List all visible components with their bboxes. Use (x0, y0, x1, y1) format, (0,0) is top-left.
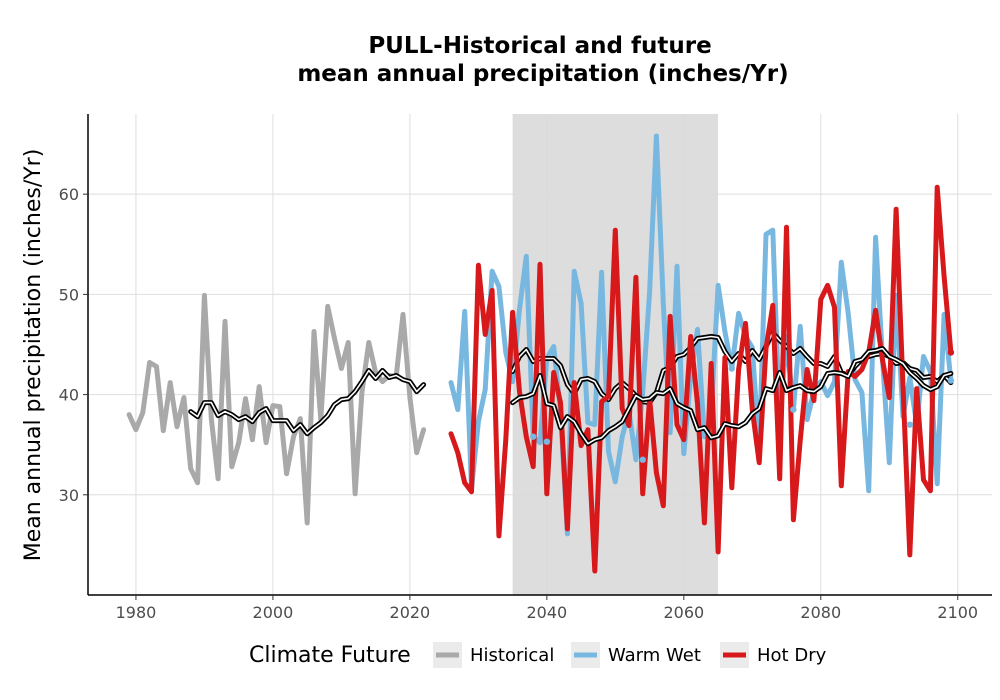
moving-average-line (511, 347, 952, 445)
x-tick-label: 2000 (253, 603, 294, 622)
series-layer (126, 133, 955, 574)
data-point (543, 438, 551, 445)
chart-title-line1: PULL-Historical and future (368, 33, 711, 59)
y-tick-label: 50 (59, 285, 79, 304)
y-tick-label: 40 (59, 386, 79, 405)
moving-average-line (511, 331, 952, 404)
data-point (790, 406, 797, 413)
axes: 30 40 50 60 1980 2000 2020 2040 2060 2080 2100 (59, 114, 992, 622)
moving-average-line (189, 369, 425, 435)
data-point (947, 377, 955, 384)
legend: Climate Future Historical Warm Wet Hot D… (249, 642, 827, 668)
data-point (639, 456, 646, 463)
legend-label-hot-dry: Hot Dry (757, 645, 827, 666)
x-tick-label: 2020 (390, 603, 431, 622)
legend-label-warm-wet: Warm Wet (608, 645, 701, 666)
chart-title-line2: mean annual precipitation (inches/Yr) (297, 61, 788, 87)
x-tick-label: 1980 (116, 603, 157, 622)
x-tick-label: 2100 (937, 603, 978, 622)
legend-title: Climate Future (249, 643, 411, 668)
data-point (947, 349, 955, 356)
data-point (906, 421, 914, 428)
x-tick-label: 2040 (526, 603, 567, 622)
series-line-historical (126, 292, 427, 526)
y-tick-label: 30 (59, 486, 79, 505)
y-axis-title: Mean annual precipitation (inches/Yr) (21, 149, 46, 562)
data-point (728, 365, 735, 372)
legend-label-historical: Historical (470, 645, 554, 666)
data-point (529, 433, 537, 440)
x-tick-label: 2060 (663, 603, 704, 622)
y-tick-label: 60 (59, 185, 79, 204)
x-tick-label: 2080 (800, 603, 841, 622)
